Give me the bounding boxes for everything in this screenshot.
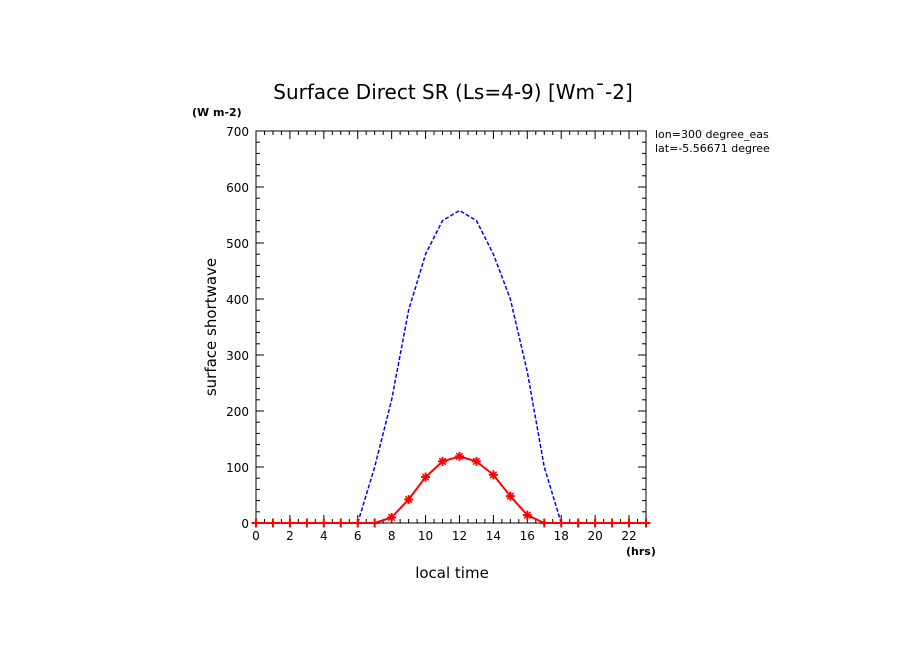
x-tick-label: 16 [520, 529, 535, 543]
y-tick-label: 700 [226, 125, 249, 139]
series-layer [251, 209, 651, 528]
series-marker [336, 518, 346, 528]
series-marker [624, 518, 634, 528]
series-marker [319, 518, 329, 528]
series-marker [302, 518, 312, 528]
series-marker [353, 518, 363, 528]
series-marker [251, 518, 261, 528]
x-tick-label: 14 [486, 529, 501, 543]
series-marker [556, 518, 566, 528]
y-tick-label: 300 [226, 349, 249, 363]
series-marker [539, 518, 549, 528]
annotation-lat: lat=-5.56671 degree [655, 142, 770, 155]
y-tick-label: 600 [226, 181, 249, 195]
x-tick-label: 12 [452, 529, 467, 543]
chart-title: Surface Direct SR (Ls=4-9) [Wm¯-2] [273, 80, 633, 104]
series-marker [438, 456, 448, 466]
x-tick-label: 10 [418, 529, 433, 543]
plot-frame [255, 130, 647, 524]
series-marker [505, 491, 515, 501]
axis-ticks: 0 2 4 6 8 10 12 14 16 18 20 22 0 100 200 300 400 500 600 70… [226, 125, 647, 543]
series-marker [370, 518, 380, 528]
series-marker [590, 518, 600, 528]
series-marker [641, 518, 651, 528]
x-tick-label: 2 [286, 529, 294, 543]
y-tick-label: 100 [226, 461, 249, 475]
series-marker [387, 512, 397, 522]
series-marker [421, 472, 431, 482]
series-marker [488, 470, 498, 480]
y-tick-label: 400 [226, 293, 249, 307]
series-marker [454, 451, 464, 461]
x-tick-label: 20 [587, 529, 602, 543]
series-marker [522, 510, 532, 520]
x-unit-label: (hrs) [626, 545, 656, 558]
series-marker [573, 518, 583, 528]
x-tick-label: 8 [388, 529, 396, 543]
annotation-lon: lon=300 degree_eas [655, 128, 769, 141]
x-tick-label: 4 [320, 529, 328, 543]
y-tick-label: 0 [241, 517, 249, 531]
series-line-1 [256, 455, 646, 524]
x-tick-label: 0 [252, 529, 260, 543]
series-marker [471, 456, 481, 466]
x-tick-label: 18 [554, 529, 569, 543]
y-tick-label: 200 [226, 405, 249, 419]
series-line-0 [256, 209, 646, 524]
y-unit-label: (W m-2) [192, 106, 242, 119]
y-axis-label: surface shortwave [202, 258, 220, 396]
series-marker [285, 518, 295, 528]
x-tick-label: 22 [621, 529, 636, 543]
series-marker [268, 518, 278, 528]
x-axis-label: local time [415, 564, 489, 582]
x-tick-label: 6 [354, 529, 362, 543]
y-tick-label: 500 [226, 237, 249, 251]
series-marker [404, 494, 414, 504]
series-marker [607, 518, 617, 528]
